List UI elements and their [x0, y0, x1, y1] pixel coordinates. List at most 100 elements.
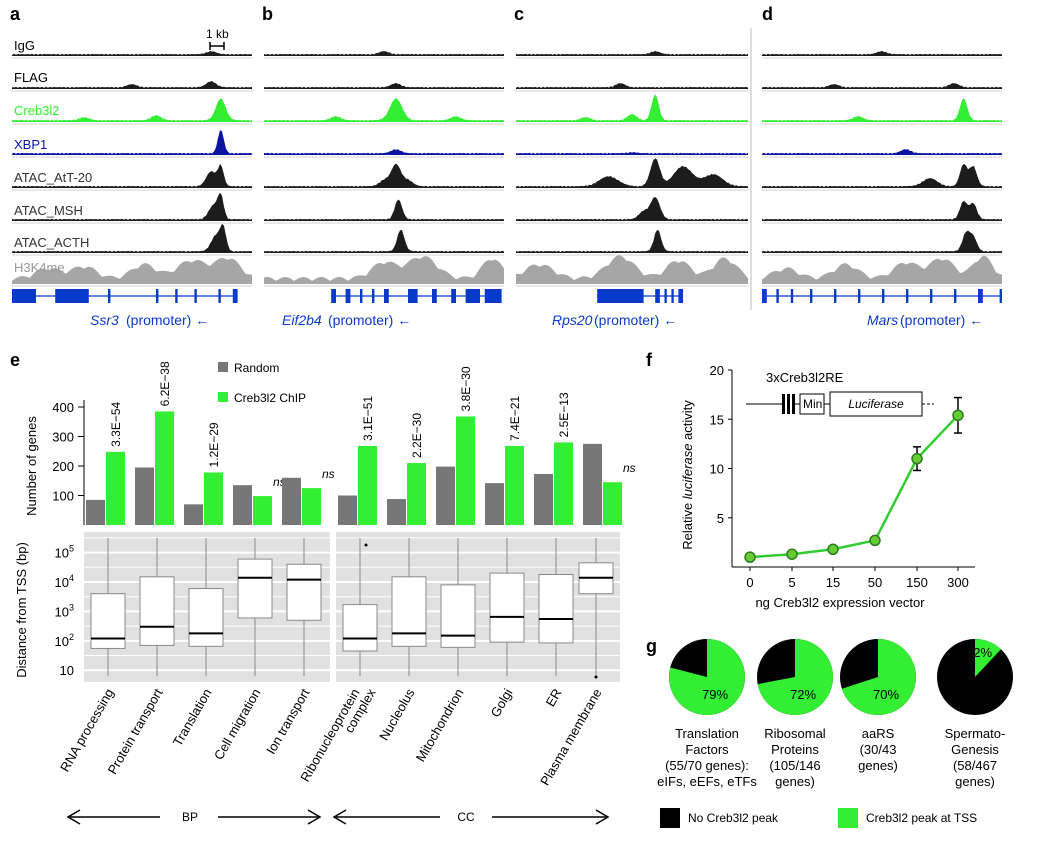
track-name-flag: FLAG	[14, 70, 48, 85]
gene-exon	[218, 289, 221, 303]
legend-chip-label: Creb3l2 ChIP	[234, 391, 306, 405]
bar-random	[485, 483, 504, 525]
panel-label-b: b	[262, 4, 273, 24]
box-outlier	[594, 675, 598, 679]
pie-slice-peak	[757, 639, 833, 715]
category-label: Nucleolus	[376, 686, 418, 743]
line-ytick: 15	[710, 412, 724, 427]
bar-chip	[155, 411, 174, 525]
gene-exon	[372, 289, 375, 303]
bar-chip	[603, 482, 622, 525]
pie-percent-label: 70%	[873, 687, 899, 702]
signal-track	[264, 98, 504, 122]
gene-exon	[360, 289, 363, 303]
gene-exon	[776, 289, 779, 303]
box-ytick: 102	[55, 632, 74, 649]
pie-percent-label: 72%	[790, 687, 816, 702]
category-label: ER	[543, 686, 565, 709]
signal-track	[12, 98, 252, 122]
signal-track	[264, 51, 504, 56]
bar-pvalue: 3.3E−54	[109, 401, 123, 446]
scale-bar-label: 1 kb	[206, 27, 229, 41]
signal-track	[264, 163, 504, 188]
pie-caption: (30/43	[860, 742, 897, 757]
bar-pvalue: ns	[623, 461, 636, 475]
gene-exon	[331, 289, 336, 303]
gene-exon	[858, 289, 861, 303]
pie-caption: Translation	[675, 726, 739, 741]
box-iqr	[489, 572, 525, 643]
signal-track	[264, 256, 504, 284]
category-label: Mitochondrion	[413, 686, 467, 764]
category-label: Translation	[170, 686, 215, 749]
gene-exon	[432, 289, 437, 303]
gene-label-rps20: Rps20	[552, 312, 593, 328]
gene-exon	[882, 289, 885, 303]
genome-browser	[12, 28, 1002, 310]
bar-random	[338, 495, 357, 525]
pie-caption: genes)	[858, 758, 898, 773]
gene-label-ssr3: Ssr3	[90, 312, 119, 328]
pie-caption: genes)	[775, 774, 815, 789]
bar-ytick: 200	[52, 459, 74, 474]
box-ytick: 105	[55, 544, 74, 561]
track-names: IgG FLAG Creb3l2 XBP1 ATAC_AtT-20 ATAC_M…	[14, 38, 92, 275]
category-label: Protein transport	[105, 686, 166, 777]
signal-track	[762, 50, 1002, 56]
gene-exon	[678, 289, 684, 303]
bar-chip	[106, 451, 125, 525]
bar-pvalue: 7.4E−21	[508, 396, 522, 441]
signal-track	[516, 94, 748, 122]
line-xtick: 150	[906, 575, 928, 590]
pie-caption: (105/146	[769, 758, 820, 773]
gene-exon	[655, 289, 660, 303]
box-ytick: 104	[55, 573, 74, 590]
bar-pvalue: 1.2E−29	[207, 422, 221, 467]
box-outlier	[364, 543, 368, 547]
box-iqr	[90, 593, 126, 649]
bar-chip	[302, 488, 321, 525]
construct-min: Min.	[803, 397, 826, 411]
gene-exon	[906, 289, 909, 303]
box-iqr	[440, 584, 476, 648]
line-ylabel-post: activity	[680, 400, 695, 444]
legend-no-peak-label: No Creb3l2 peak	[688, 811, 779, 825]
construct-luc: Luciferase	[848, 397, 904, 411]
gene-exon	[156, 289, 159, 303]
signal-track	[762, 98, 1002, 122]
group-label-cc: CC	[457, 810, 475, 824]
bar-random	[387, 499, 406, 525]
bar-random	[86, 499, 105, 525]
signal-track	[516, 197, 748, 221]
gene-exon	[465, 289, 480, 303]
box-iqr	[139, 576, 175, 646]
gene-exon	[978, 289, 983, 303]
gene-exon	[762, 289, 767, 303]
scale-bar: 1 kb	[206, 27, 229, 50]
panel-label-g: g	[646, 636, 657, 656]
line-xtick: 50	[868, 575, 882, 590]
bar-chip	[505, 445, 524, 525]
gene-exon	[671, 289, 674, 303]
pie-caption: (58/467	[953, 758, 997, 773]
gene-exon	[597, 289, 644, 303]
pie-caption: Proteins	[771, 742, 819, 757]
bar-pvalue: 2.2E−30	[410, 413, 424, 458]
line-point	[911, 452, 923, 465]
gene-label-ssr3-suffix: (promoter) ←	[126, 312, 209, 328]
gene-exon	[451, 289, 456, 303]
track-name-igg: IgG	[14, 38, 35, 53]
bar-random	[583, 443, 602, 525]
panel-e-bar-chart: 100 200 300 400 3.3E−54 6.2E−38 1.2E−29 ns ns 3.1…	[52, 361, 636, 525]
pie-caption: eIFs, eEFs, eTFs	[657, 774, 757, 789]
pie-caption: Factors	[685, 742, 729, 757]
track-name-xbp1: XBP1	[14, 137, 47, 152]
pie-slice-peak	[975, 639, 1002, 677]
box-ytick: 10	[60, 663, 74, 678]
line-ylabel-pre: Relative	[680, 499, 695, 550]
legend-peak-swatch	[838, 808, 858, 828]
signal-track	[12, 258, 252, 284]
